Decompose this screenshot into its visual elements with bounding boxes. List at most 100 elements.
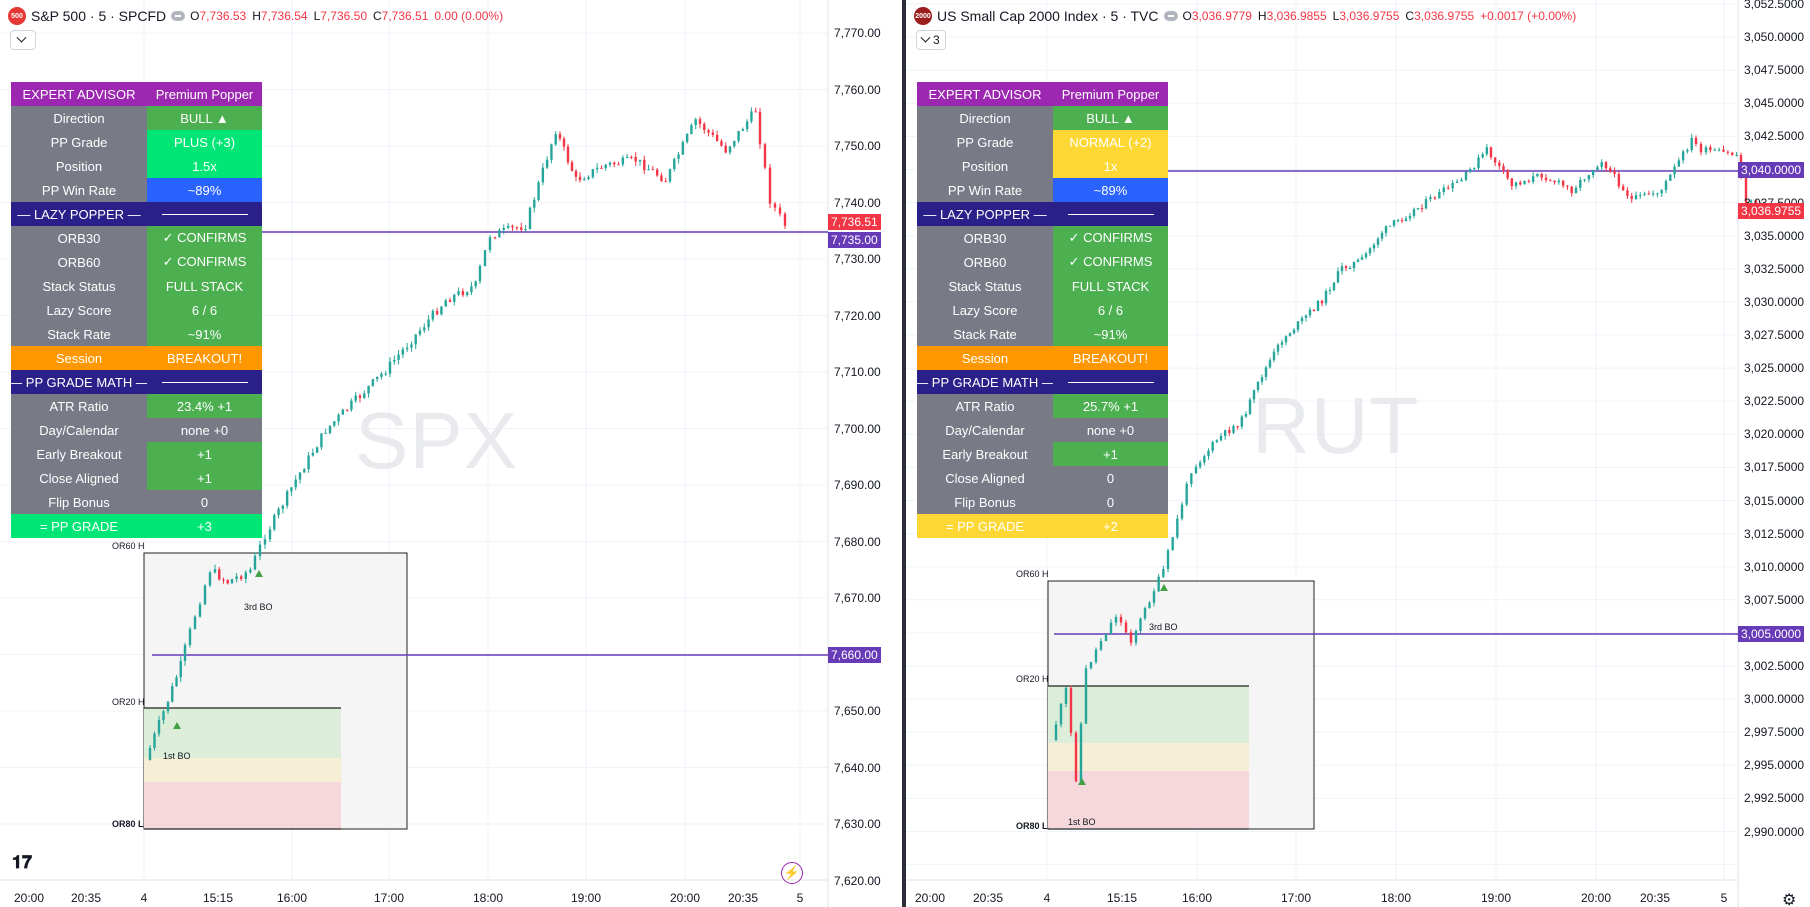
ea-table-row: Session BREAKOUT! xyxy=(917,346,1168,370)
spx-legend-toggle-button[interactable] xyxy=(10,30,36,50)
candle-body xyxy=(1579,179,1582,188)
ea-table-row: ORB30 ✓ CONFIRMS xyxy=(11,226,262,250)
ea-row-value: 23.4% +1 xyxy=(147,394,262,418)
candle-body xyxy=(1583,179,1586,181)
ea-row-value: none +0 xyxy=(147,418,262,442)
candle-body xyxy=(1139,618,1142,631)
bolt-icon[interactable]: ⚡ xyxy=(781,862,803,884)
spx-chart-canvas[interactable] xyxy=(0,0,902,907)
candle-body xyxy=(1493,157,1497,163)
spx-chart-pane[interactable]: SPX 500 S&P 500 · 5 · SPCFD O7,736.53 H7,… xyxy=(0,0,902,907)
candle-body xyxy=(1639,194,1642,196)
price-tick-label: 3,002.5000 xyxy=(1744,659,1805,673)
candle-body xyxy=(685,133,689,143)
candle-body xyxy=(397,354,400,360)
ea-row-value: NORMAL (+2) xyxy=(1053,130,1168,154)
rut-price-axis[interactable]: 3,052.5000 3,050.0000 3,047.5000 3,045.0000… xyxy=(1738,0,1810,880)
ea-table-row: PP Win Rate ~89% xyxy=(11,178,262,202)
tradingview-logo[interactable]: 𝟏𝟕 xyxy=(12,852,33,872)
section-divider-line xyxy=(1067,381,1154,383)
price-tick-label: 7,760.00 xyxy=(834,82,881,97)
time-tick-label: 4 xyxy=(1043,891,1051,905)
ea-row-label: Position xyxy=(11,154,147,178)
candle-body xyxy=(1316,300,1320,311)
candle-body xyxy=(1356,259,1360,262)
ohlc-item: L3,036.9755 xyxy=(1333,9,1400,23)
candle-body xyxy=(1219,435,1223,441)
spx-symbol-title[interactable]: S&P 500 · 5 · SPCFD xyxy=(31,8,167,24)
candle-body xyxy=(1617,173,1621,187)
candle-body xyxy=(401,349,405,355)
price-tag: 7,736.51 xyxy=(828,214,881,230)
time-tick-label: 16:00 xyxy=(1181,891,1213,905)
candle-body xyxy=(448,300,452,302)
candle-body xyxy=(1514,182,1518,187)
candle-body xyxy=(303,469,306,473)
ea-row-label: Early Breakout xyxy=(917,442,1053,466)
ohlc-key: L xyxy=(1332,9,1340,23)
candle-body xyxy=(213,569,217,573)
ea-table-row: PP Grade PLUS (+3) xyxy=(11,130,262,154)
rut-legend-toggle-button[interactable]: 3 xyxy=(916,30,946,50)
rut-chart-canvas[interactable] xyxy=(906,0,1810,907)
candle-body xyxy=(728,146,732,153)
candle-body xyxy=(638,159,642,162)
candle-body xyxy=(1368,248,1372,254)
ea-table-row: Position 1.5x xyxy=(11,154,262,178)
price-tick-label: 3,047.5000 xyxy=(1744,63,1805,78)
candle-body xyxy=(733,140,736,147)
candle-body xyxy=(1596,167,1599,171)
rut-symbol-title[interactable]: US Small Cap 2000 Index · 5 · TVC xyxy=(937,8,1159,24)
market-closed-icon[interactable] xyxy=(171,11,186,21)
breakout-marker-icon xyxy=(255,570,263,577)
time-tick-label: 20:35 xyxy=(972,891,1004,905)
pane-divider[interactable] xyxy=(902,0,906,907)
ohlc-item: H7,736.54 xyxy=(252,9,307,23)
time-tick-label: 20:35 xyxy=(1639,891,1671,905)
spx-price-axis[interactable]: 7,770.00 7,760.00 7,750.00 7,740.00 7,730.00… xyxy=(828,0,902,888)
candle-body xyxy=(537,182,540,200)
ea-row-label: Stack Rate xyxy=(11,322,147,346)
candle-body xyxy=(1481,154,1484,158)
candle-body xyxy=(745,121,749,130)
ohlc-key: H xyxy=(252,9,261,23)
candle-body xyxy=(1726,151,1730,153)
ohlc-value: 0.00 (0.00%) xyxy=(434,9,504,23)
ea-row-label: — PP GRADE MATH — xyxy=(915,370,1055,394)
candle-body xyxy=(1613,171,1616,174)
candle-body xyxy=(1171,537,1174,551)
ea-table-row: Early Breakout +1 xyxy=(917,442,1168,466)
rut-chart-pane[interactable]: RUT 2000 US Small Cap 2000 Index · 5 · T… xyxy=(906,0,1810,907)
candle-body xyxy=(724,145,727,153)
candle-body xyxy=(148,747,152,760)
candle-body xyxy=(328,425,332,433)
ea-row-value: ~91% xyxy=(147,322,262,346)
candle-body xyxy=(457,291,460,295)
candle-body xyxy=(533,199,536,208)
ohlc-key: C xyxy=(373,9,382,23)
price-tick-label: 7,740.00 xyxy=(834,195,881,210)
ea-row-value: Premium Popper xyxy=(147,82,262,106)
ea-row-label: Session xyxy=(917,346,1053,370)
ea-table-row: Flip Bonus 0 xyxy=(917,490,1168,514)
chevron-down-icon xyxy=(16,32,26,43)
candle-body xyxy=(380,373,383,377)
ea-row-value: ✓ CONFIRMS xyxy=(147,226,262,250)
price-tick-label: 2,997.5000 xyxy=(1744,725,1805,740)
ea-row-value: 1.5x xyxy=(147,154,262,178)
price-tick-label: 3,000.0000 xyxy=(1744,692,1805,707)
ea-row-value: BREAKOUT! xyxy=(147,346,262,370)
candle-body xyxy=(1198,462,1202,467)
market-closed-icon[interactable] xyxy=(1163,11,1178,21)
ohlc-key: H xyxy=(1257,9,1267,23)
candle-body xyxy=(1104,634,1108,642)
candle-body xyxy=(222,579,225,581)
candle-body xyxy=(1129,632,1133,643)
ea-row-label: Lazy Score xyxy=(917,298,1053,322)
candle-body xyxy=(1248,399,1252,415)
ea-row-label: = PP GRADE xyxy=(11,514,147,538)
ea-table-row: = PP GRADE +3 xyxy=(11,514,262,538)
ea-row-label: Session xyxy=(11,346,147,370)
gear-icon[interactable]: ⚙ xyxy=(1782,892,1797,907)
ea-row-label: ATR Ratio xyxy=(11,394,147,418)
